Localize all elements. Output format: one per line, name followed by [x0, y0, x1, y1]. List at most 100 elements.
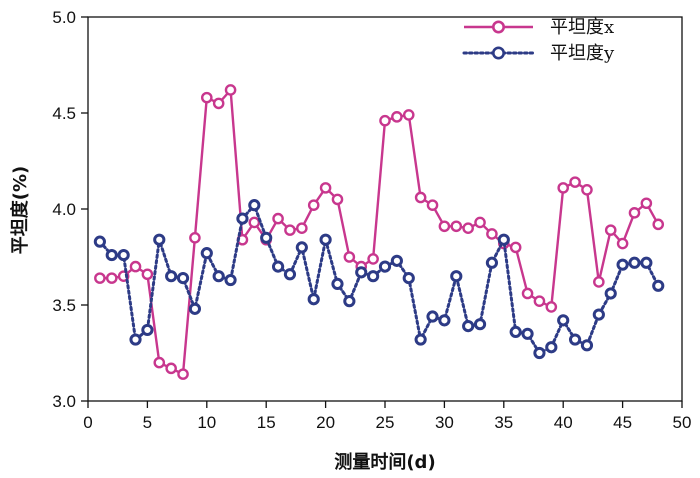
data-point — [616, 258, 629, 271]
data-point — [295, 241, 308, 254]
data-point — [117, 248, 130, 262]
x-tick-label: 0 — [83, 413, 92, 432]
data-point — [580, 339, 594, 352]
x-tick-label: 20 — [316, 413, 335, 432]
data-point — [402, 272, 415, 285]
data-point — [533, 346, 546, 360]
data-point — [367, 270, 380, 283]
data-point — [284, 224, 296, 236]
data-point — [260, 231, 273, 244]
data-point — [188, 302, 202, 315]
data-point — [545, 301, 558, 313]
y-tick-label: 3.0 — [52, 392, 76, 411]
legend-marker — [491, 20, 505, 34]
x-tick-label: 30 — [435, 413, 454, 432]
data-point — [486, 228, 498, 240]
data-point — [153, 356, 166, 369]
data-point — [438, 314, 451, 327]
data-point — [569, 176, 581, 188]
legend-label: 平坦度x — [550, 17, 614, 38]
data-point — [224, 273, 237, 287]
data-point — [319, 233, 332, 246]
data-point — [474, 216, 486, 229]
data-point — [236, 212, 249, 225]
data-series — [93, 84, 665, 380]
data-point — [105, 272, 118, 284]
legend-entry-2: 平坦度y — [462, 43, 615, 64]
data-point — [652, 279, 665, 292]
data-point — [248, 216, 261, 229]
data-point — [450, 220, 463, 233]
legend-marker — [491, 46, 505, 60]
data-point — [271, 260, 285, 273]
data-point — [212, 97, 225, 110]
data-point — [592, 308, 605, 321]
data-point — [604, 224, 617, 236]
data-point — [616, 237, 629, 250]
data-point — [473, 318, 487, 331]
data-point — [307, 199, 320, 211]
x-tick-label: 15 — [257, 413, 276, 432]
x-tick-label: 45 — [613, 413, 632, 432]
plot-area — [87, 16, 683, 402]
data-point — [557, 314, 570, 327]
legend-label: 平坦度y — [550, 43, 615, 64]
data-point — [93, 235, 106, 248]
data-point — [153, 233, 166, 246]
data-point — [189, 231, 201, 244]
data-point — [165, 362, 177, 375]
legend: 平坦度x 平坦度y — [462, 17, 615, 64]
data-point — [319, 182, 332, 194]
data-point — [272, 212, 284, 225]
data-point — [283, 268, 297, 281]
data-point — [94, 272, 106, 284]
data-point — [640, 256, 653, 269]
data-point — [485, 256, 499, 269]
x-tick-label: 25 — [376, 413, 395, 432]
data-point — [105, 248, 118, 262]
data-point — [426, 199, 439, 211]
data-point — [628, 256, 641, 269]
x-tick-label: 35 — [494, 413, 513, 432]
data-point — [557, 182, 570, 194]
data-point — [200, 91, 213, 104]
data-point — [497, 233, 510, 246]
data-point — [165, 270, 178, 283]
data-point — [426, 310, 439, 323]
x-tick-label: 5 — [143, 413, 152, 432]
data-point — [331, 277, 344, 290]
y-tick-label: 5.0 — [52, 8, 76, 27]
x-tick-label: 40 — [554, 413, 573, 432]
data-point — [545, 341, 558, 354]
data-point — [343, 251, 356, 263]
data-point — [509, 241, 522, 254]
data-point — [438, 220, 451, 233]
data-point — [652, 218, 665, 231]
data-point — [640, 197, 653, 210]
data-point — [367, 253, 379, 265]
data-point — [224, 84, 237, 96]
data-point — [200, 247, 213, 260]
series-line — [99, 88, 660, 376]
data-point — [533, 295, 546, 307]
series-2 — [93, 199, 665, 360]
data-point — [450, 270, 463, 283]
data-point — [378, 260, 392, 273]
data-point — [141, 323, 154, 337]
y-tick-label: 4.5 — [52, 104, 76, 123]
data-point — [402, 109, 415, 121]
y-axis-title: 平坦度(%) — [9, 166, 31, 255]
data-point — [414, 191, 427, 204]
data-point — [212, 270, 225, 283]
data-point — [296, 222, 308, 234]
data-point — [568, 333, 582, 346]
axes: 0 5 10 15 20 25 30 35 40 45 50 3.0 3.5 4.0 4.5 5.0 — [52, 8, 691, 432]
data-point — [129, 333, 142, 346]
x-tick-label: 10 — [197, 413, 216, 432]
data-point — [414, 333, 427, 346]
data-point — [129, 260, 142, 273]
data-point — [177, 368, 189, 380]
data-point — [581, 183, 593, 196]
data-point — [521, 287, 534, 300]
plot-frame — [87, 16, 683, 402]
